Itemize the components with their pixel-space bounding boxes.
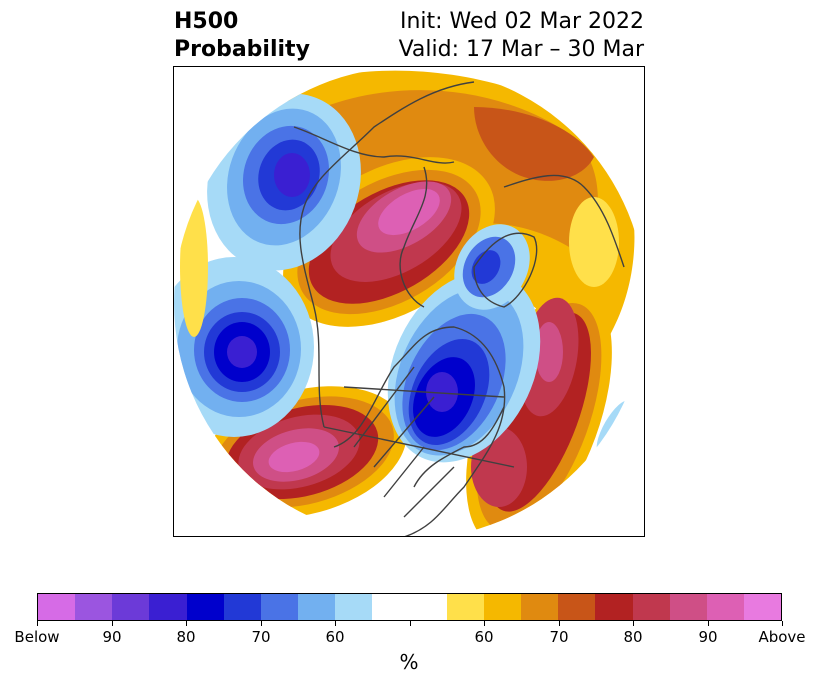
colorbar-tick-mark (335, 621, 336, 626)
colorbar-tick-mark (484, 621, 485, 626)
colorbar-cell (38, 594, 76, 620)
colorbar-tick-mark (708, 621, 709, 626)
colorbar-tick-mark (410, 621, 411, 626)
colorbar-cell (223, 594, 261, 620)
colorbar-tick-mark (112, 621, 113, 626)
colorbar-cell (372, 594, 410, 620)
colorbar-tick-label: Above (758, 628, 806, 646)
colorbar-tick-label: 80 (623, 628, 643, 646)
colorbar-tick-mark (633, 621, 634, 626)
chart-title-left: H500 Probability (174, 8, 310, 64)
colorbar-cell (335, 594, 373, 620)
colorbar-tick-label: 90 (102, 628, 122, 646)
title-type: Probability (174, 37, 310, 62)
gulf-of-alaska-low-anomaly (207, 93, 361, 271)
init-date: Init: Wed 02 Mar 2022 (399, 9, 644, 34)
colorbar-cell (149, 594, 187, 620)
map-canvas (174, 67, 644, 536)
colorbar-cell (186, 594, 224, 620)
colorbar-cell (409, 594, 447, 620)
colorbar-tick-label: 70 (251, 628, 271, 646)
colorbar-cell (521, 594, 559, 620)
colorbar-cell (558, 594, 596, 620)
colorbar-cell (632, 594, 670, 620)
colorbar-tick-mark (186, 621, 187, 626)
colorbar-unit-label: % (399, 650, 419, 674)
colorbar-cell (260, 594, 299, 620)
colorbar-tick-mark (559, 621, 560, 626)
colorbar-cell (595, 594, 633, 620)
colorbar-cell (446, 594, 484, 620)
colorbar-tick-label: 90 (698, 628, 718, 646)
chart-title-right: Init: Wed 02 Mar 2022 Valid: 17 Mar – 30… (399, 8, 644, 64)
colorbar-cell (298, 594, 336, 620)
colorbar-tick-label: Below (14, 628, 60, 646)
colorbar-tick-mark (782, 621, 783, 626)
colorbar-tick-label: 60 (325, 628, 345, 646)
colorbar-tick-mark (261, 621, 262, 626)
hudson-bay-low-anomaly (387, 271, 541, 463)
colorbar-tick-mark (37, 621, 38, 626)
valid-range: Valid: 17 Mar – 30 Mar (398, 37, 644, 62)
colorbar-tick-label: 80 (176, 628, 196, 646)
colorbar-cell (75, 594, 113, 620)
colorbar-cell (669, 594, 707, 620)
probability-colorbar (37, 593, 782, 621)
colorbar-cell (706, 594, 744, 620)
title-variable: H500 (174, 9, 239, 34)
colorbar-tick-label: 60 (474, 628, 494, 646)
north-atlantic-high-anomaly (466, 288, 612, 536)
colorbar-cell (112, 594, 150, 620)
colorbar-cell (743, 594, 782, 620)
colorbar-cell (483, 594, 522, 620)
colorbar-tick-label: 70 (549, 628, 569, 646)
probability-map (173, 66, 645, 537)
